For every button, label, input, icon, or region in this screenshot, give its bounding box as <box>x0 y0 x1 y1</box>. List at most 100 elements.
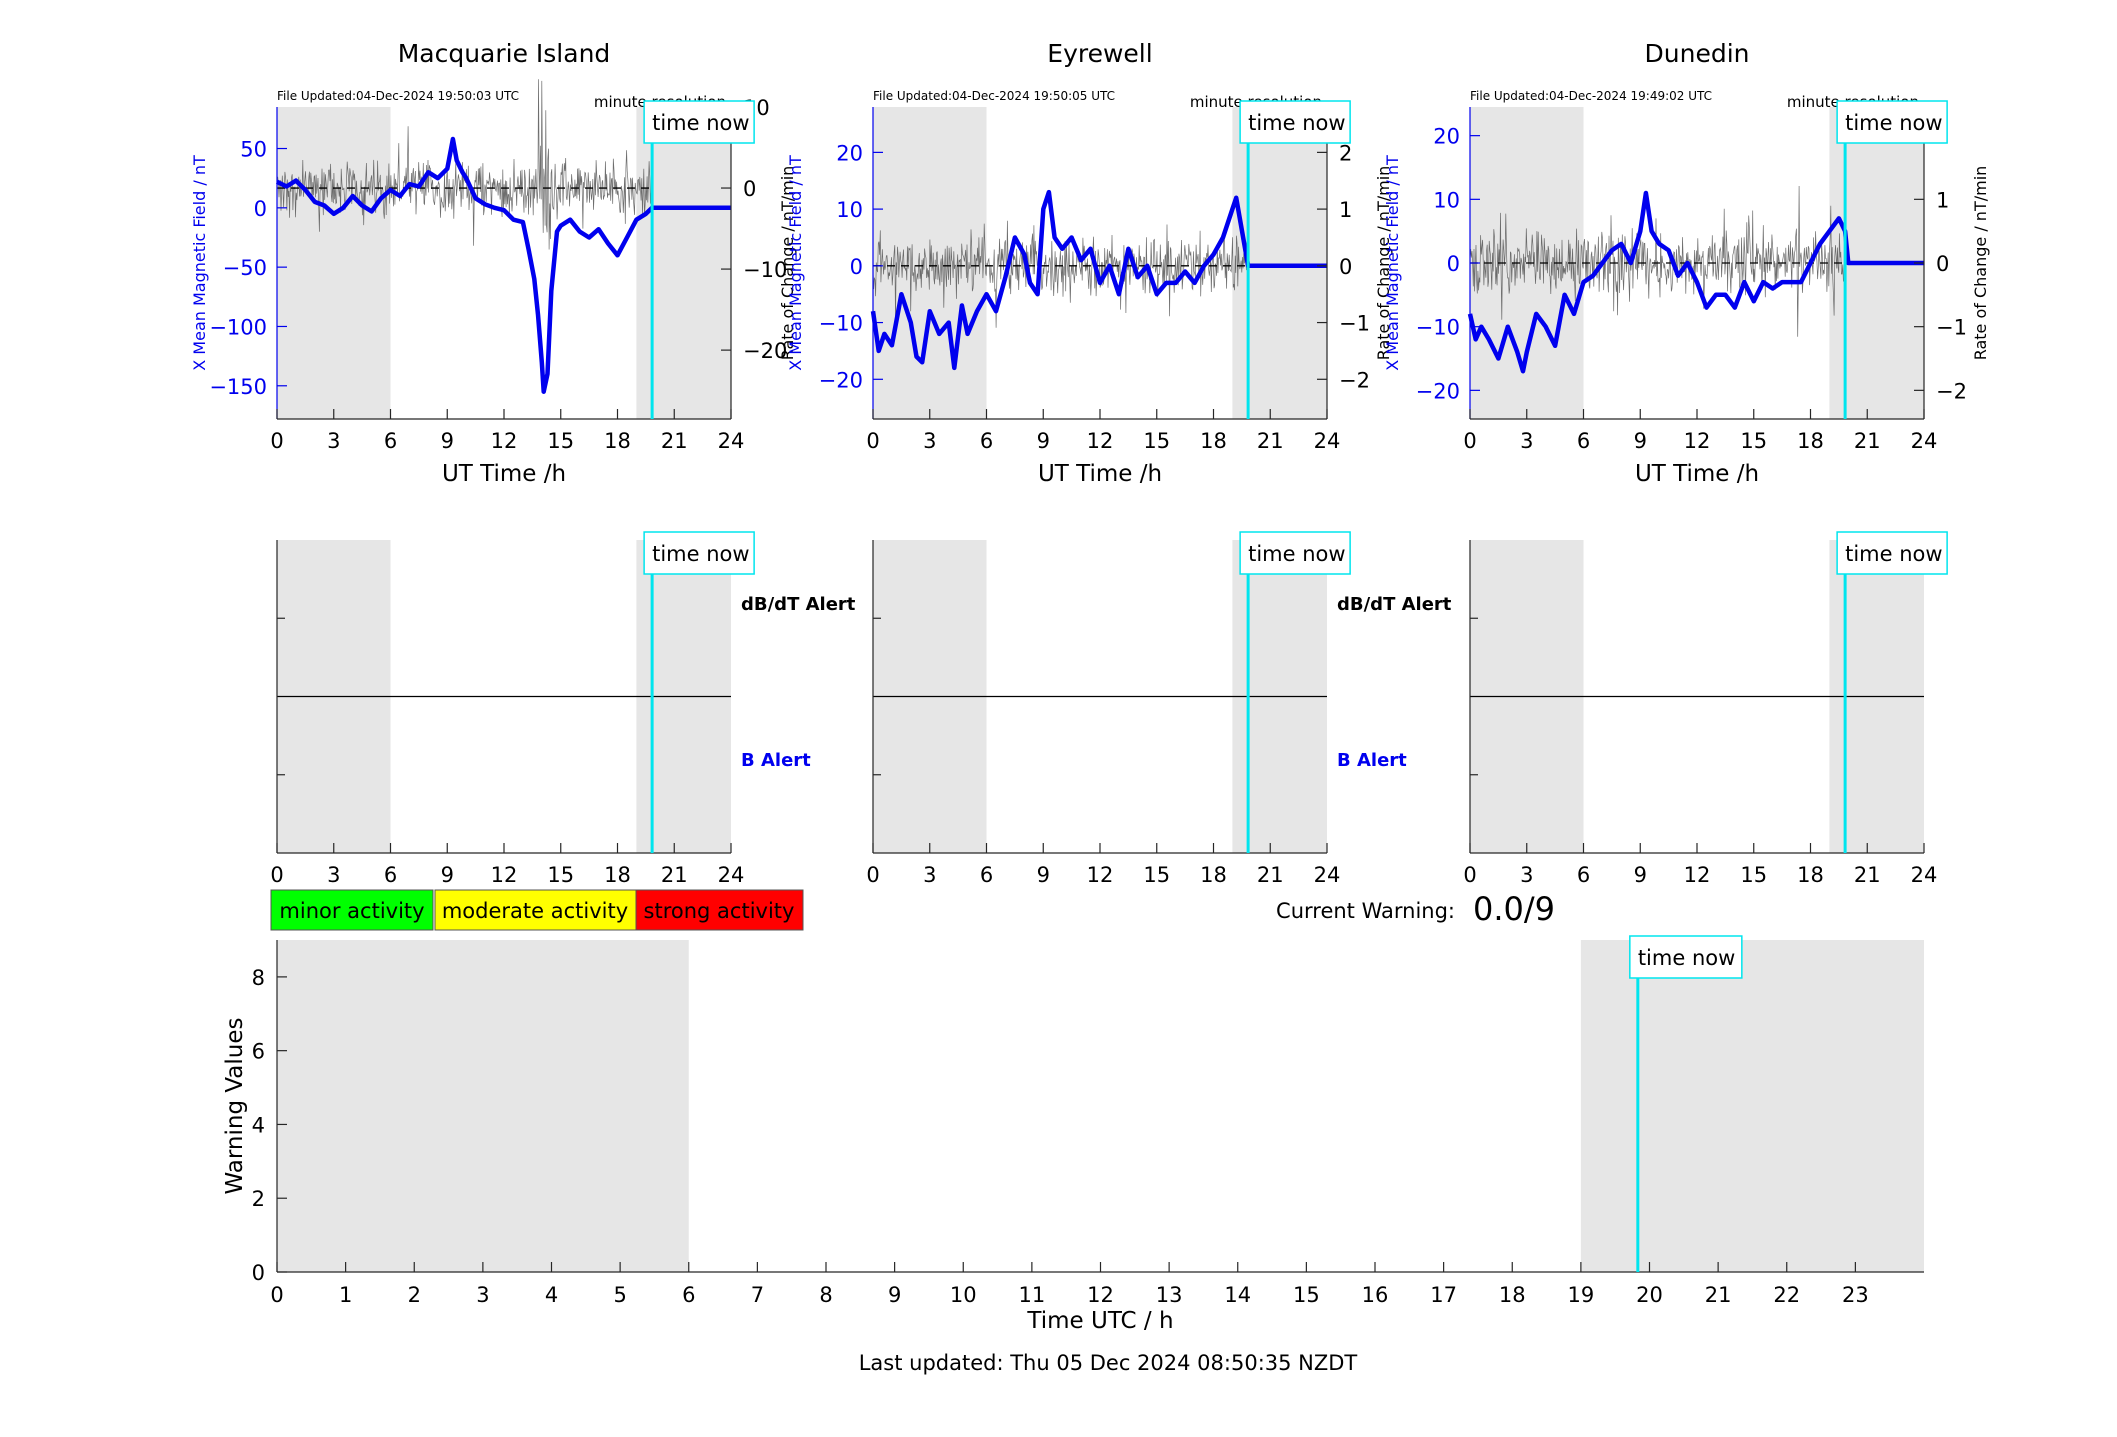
y-tick-label: 4 <box>252 1113 265 1137</box>
right-y-tick-label: 2 <box>1339 141 1352 165</box>
chart-panels: 0 3 6 9 12 15 18 21 24−150−100−50050−20−10010Mac… <box>190 39 1990 1334</box>
x-tick-label: 3 <box>1520 429 1533 453</box>
current-warning-label: Current Warning: <box>1276 899 1455 923</box>
x-tick-label: 6 <box>682 1283 695 1307</box>
left-y-tick-label: 10 <box>836 198 863 222</box>
x-tick-label: 6 <box>1577 863 1590 887</box>
current-warning-value: 0.0/9 <box>1473 890 1555 928</box>
x-tick-label: 3 <box>923 863 936 887</box>
x-tick-label: 0 <box>270 1283 283 1307</box>
x-tick-label: 4 <box>545 1283 558 1307</box>
legend-strong-swatch <box>635 889 804 931</box>
left-y-tick-label: 0 <box>254 197 267 221</box>
x-tick-label: 12 <box>491 863 518 887</box>
right-y-tick-label: 0 <box>743 177 756 201</box>
night-shade-band <box>277 107 391 419</box>
x-tick-label: 18 <box>1200 863 1227 887</box>
x-tick-label: 12 <box>1087 429 1114 453</box>
x-tick-label: 12 <box>1684 429 1711 453</box>
station-panel-1: 0 3 6 9 12 15 18 21 24−20−1001020−2−1012Eyrewell… <box>786 39 1393 487</box>
alert-panel-1: 0 3 6 9 12 15 18 21 24 dB/dT Alert B Alert time now <box>866 531 1452 887</box>
x-tick-label: 15 <box>1293 1283 1320 1307</box>
left-y-tick-label: 50 <box>240 138 267 162</box>
left-y-tick-label: 0 <box>1447 252 1460 276</box>
right-y-tick-label: 1 <box>1339 198 1352 222</box>
x-tick-label: 6 <box>980 429 993 453</box>
station-title: Dunedin <box>1645 39 1750 68</box>
y-tick-label: 0 <box>252 1261 265 1285</box>
dbdt-alert-label: dB/dT Alert <box>1337 594 1452 615</box>
x-tick-label: 6 <box>384 863 397 887</box>
x-tick-label: 6 <box>980 863 993 887</box>
x-tick-label: 21 <box>661 429 688 453</box>
left-y-tick-label: −100 <box>209 315 267 339</box>
legend-minor-label: minor activity <box>279 899 424 923</box>
right-y-axis-label: Rate of Change / nT/min <box>1374 166 1393 361</box>
y-tick-label: 8 <box>252 966 265 990</box>
x-tick-label: 18 <box>604 429 631 453</box>
field-series-line <box>275 136 731 394</box>
x-tick-label: 9 <box>1037 429 1050 453</box>
x-tick-label: 18 <box>1499 1283 1526 1307</box>
time-now-label: time now <box>1845 542 1942 566</box>
b-alert-label: B Alert <box>1337 750 1407 771</box>
legend-strong-label: strong activity <box>644 899 795 923</box>
left-y-tick-label: 0 <box>850 255 863 279</box>
right-y-axis-label: Rate of Change / nT/min <box>1971 166 1990 361</box>
right-y-tick-label: 0 <box>1936 252 1949 276</box>
x-axis-label: UT Time /h <box>442 461 566 487</box>
left-y-axis-label: X Mean Magnetic Field / nT <box>1383 155 1402 371</box>
x-tick-label: 3 <box>476 1283 489 1307</box>
left-y-tick-label: −10 <box>1416 316 1460 340</box>
legend-minor-swatch <box>270 889 434 931</box>
x-tick-label: 9 <box>1634 429 1647 453</box>
rate-of-change-trace <box>276 79 653 250</box>
left-y-tick-label: 20 <box>836 141 863 165</box>
x-tick-label: 7 <box>751 1283 764 1307</box>
x-tick-label: 3 <box>327 429 340 453</box>
x-tick-label: 21 <box>1257 863 1284 887</box>
time-now-label: time now <box>1845 111 1942 135</box>
x-tick-label: 18 <box>604 863 631 887</box>
right-y-tick-label: 0 <box>1339 255 1352 279</box>
x-tick-label: 3 <box>1520 863 1533 887</box>
left-y-tick-label: −20 <box>819 368 863 392</box>
x-axis-label: UT Time /h <box>1635 461 1759 487</box>
alert-panel-2: 0 3 6 9 12 15 18 21 24 time now <box>1463 531 1948 887</box>
last-updated-footer: Last updated: Thu 05 Dec 2024 08:50:35 N… <box>859 1351 1358 1375</box>
x-axis-label: UT Time /h <box>1038 461 1162 487</box>
x-tick-label: 0 <box>1463 863 1476 887</box>
time-now-label-box <box>1836 100 1948 144</box>
left-y-axis-label: X Mean Magnetic Field / nT <box>190 155 209 371</box>
x-tick-label: 6 <box>384 429 397 453</box>
x-tick-label: 0 <box>866 863 879 887</box>
x-tick-label: 14 <box>1224 1283 1251 1307</box>
x-tick-label: 15 <box>1143 429 1170 453</box>
y-axis-label: Warning Values <box>222 1017 248 1194</box>
time-now-label: time now <box>1248 111 1345 135</box>
b-alert-label: B Alert <box>741 750 811 771</box>
left-y-tick-label: −20 <box>1416 379 1460 403</box>
x-tick-label: 5 <box>613 1283 626 1307</box>
time-now-label: time now <box>1638 946 1735 970</box>
time-now-label: time now <box>1248 542 1345 566</box>
time-now-label-box <box>643 100 755 144</box>
left-y-tick-label: 10 <box>1433 188 1460 212</box>
time-now-label: time now <box>652 542 749 566</box>
night-shade-band <box>1580 940 1924 1272</box>
file-updated-text: File Updated:04-Dec-2024 19:49:02 UTC <box>1470 89 1712 103</box>
right-y-tick-label: −1 <box>1339 312 1370 336</box>
x-tick-label: 22 <box>1773 1283 1800 1307</box>
x-tick-label: 15 <box>547 863 574 887</box>
left-y-axis-label: X Mean Magnetic Field / nT <box>786 155 805 371</box>
x-tick-label: 3 <box>327 863 340 887</box>
time-now-label-box <box>1239 100 1351 144</box>
right-y-tick-label: 1 <box>1936 188 1949 212</box>
x-tick-label: 1 <box>339 1283 352 1307</box>
dbdt-alert-label: dB/dT Alert <box>741 594 856 615</box>
x-tick-label: 24 <box>1911 863 1938 887</box>
x-tick-label: 6 <box>1577 429 1590 453</box>
right-y-axis-label: Rate of Change / nT/min <box>778 166 797 361</box>
x-axis-label: Time UTC / h <box>1026 1308 1173 1334</box>
